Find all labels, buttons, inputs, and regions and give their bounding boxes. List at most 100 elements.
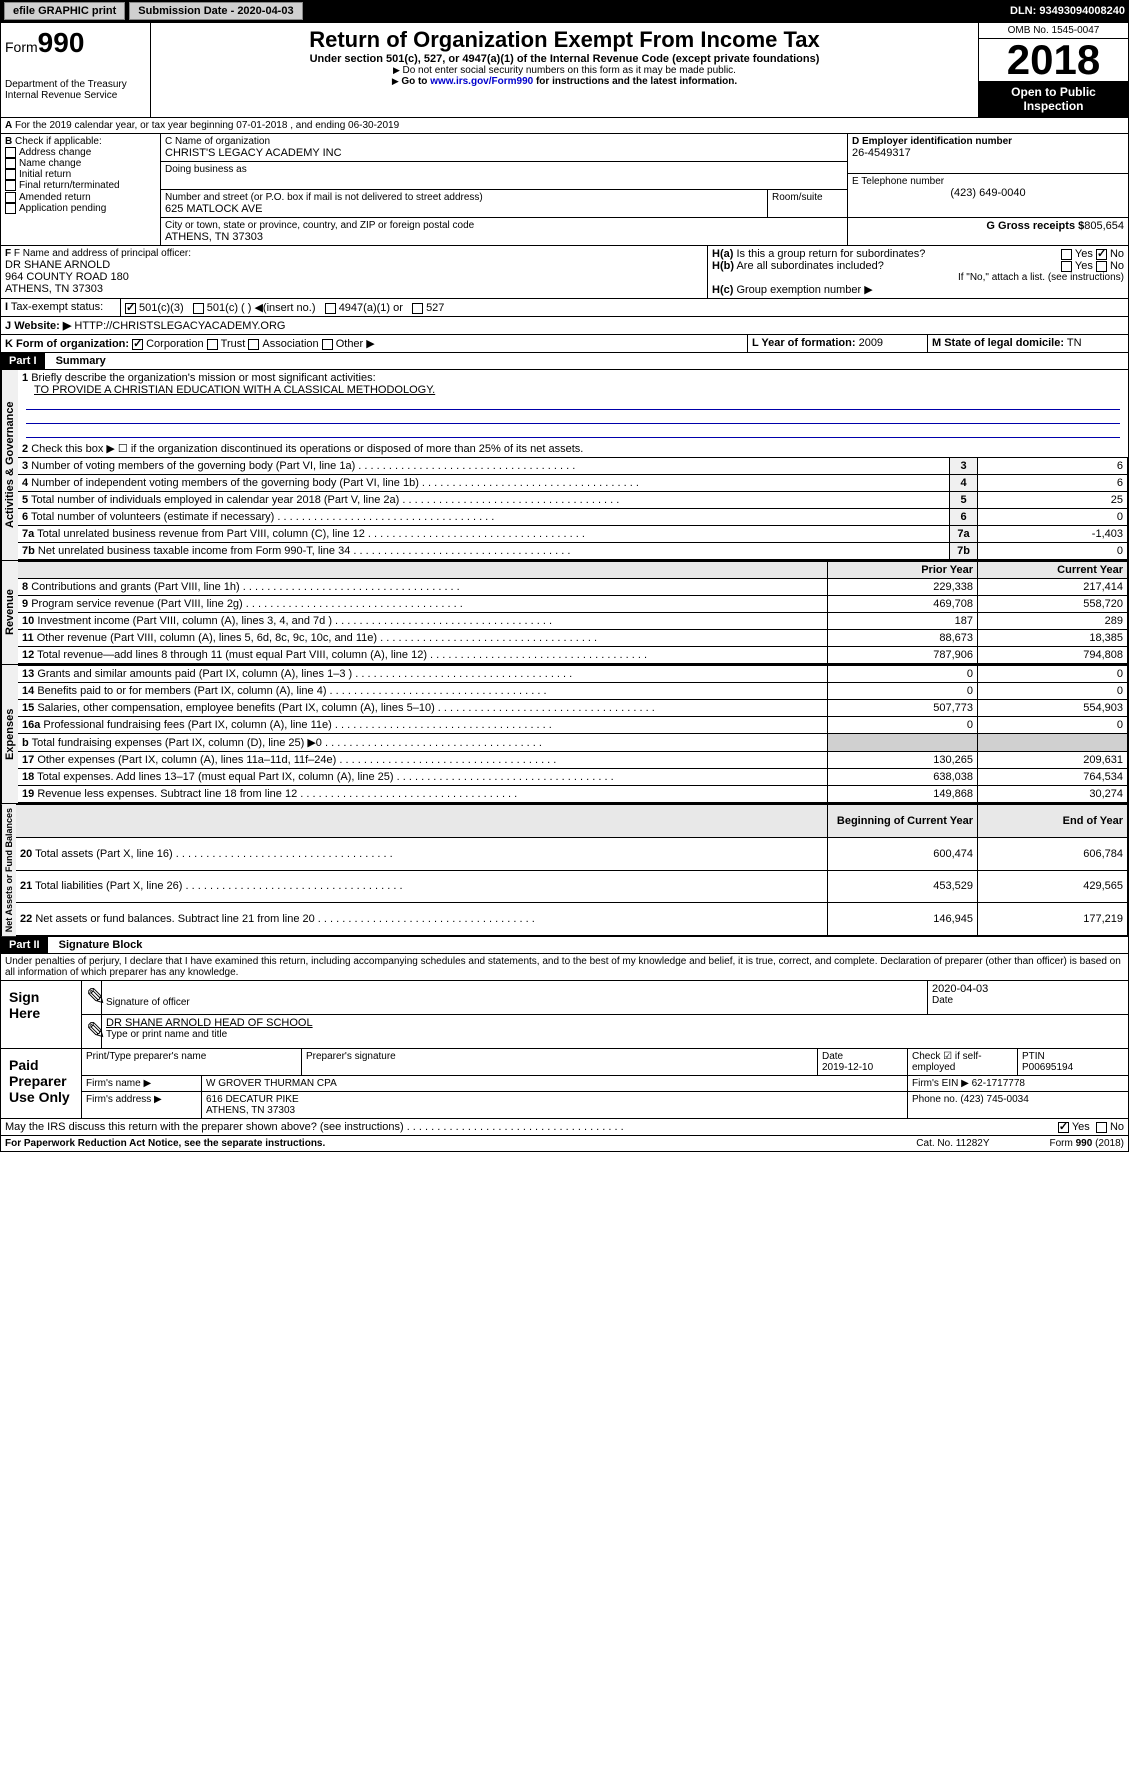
part1-body: Activities & Governance 1 Briefly descri… <box>0 370 1129 561</box>
sig-date: 2020-04-03 <box>932 983 1124 995</box>
box-j-label: Website: ▶ <box>14 320 71 332</box>
cat-no: Cat. No. 11282Y <box>916 1138 989 1149</box>
boxb-checkbox[interactable] <box>5 192 16 203</box>
part2-header: Part II Signature Block <box>0 937 1129 954</box>
part1-title: Summary <box>48 355 106 367</box>
firm-name: W GROVER THURMAN CPA <box>202 1076 908 1091</box>
boxb-checkbox[interactable] <box>5 203 16 214</box>
part1-rev: Revenue Prior YearCurrent Year8 Contribu… <box>0 561 1129 665</box>
hb-text: Are all subordinates included? <box>736 260 883 272</box>
org-address: 625 MATLOCK AVE <box>165 203 763 215</box>
paid-preparer-block: Paid Preparer Use Only Print/Type prepar… <box>0 1049 1129 1119</box>
paid-preparer-label: Paid Preparer Use Only <box>1 1049 81 1118</box>
box-d-label: D Employer identification number <box>852 136 1012 147</box>
box-i-label: Tax-exempt status: <box>11 301 103 313</box>
exp-table: 13 Grants and similar amounts paid (Part… <box>18 665 1128 803</box>
form-header: Form990 Department of the Treasury Inter… <box>0 22 1129 118</box>
officer-addr1: 964 COUNTY ROAD 180 <box>5 271 703 283</box>
trust-checkbox[interactable] <box>207 339 218 350</box>
period-row: A For the 2019 calendar year, or tax yea… <box>0 118 1129 134</box>
corp-checkbox[interactable] <box>132 339 143 350</box>
boxb-checkbox[interactable] <box>5 158 16 169</box>
submission-date-button[interactable]: Submission Date - 2020-04-03 <box>129 2 302 20</box>
firm-phone-label: Phone no. <box>912 1094 958 1105</box>
form-number: Form990 <box>5 27 146 59</box>
net-table: Beginning of Current YearEnd of Year20 T… <box>16 804 1128 936</box>
501c-checkbox[interactable] <box>193 303 204 314</box>
section-bcdefg: B Check if applicable: Address changeNam… <box>0 134 1129 246</box>
addr-label: Number and street (or P.O. box if mail i… <box>165 192 763 203</box>
form-ref: Form 990 (2018) <box>1050 1138 1125 1149</box>
prep-name-label: Print/Type preparer's name <box>82 1049 302 1075</box>
footer: For Paperwork Reduction Act Notice, see … <box>0 1136 1129 1152</box>
org-name: CHRIST'S LEGACY ACADEMY INC <box>165 147 843 159</box>
discuss-text: May the IRS discuss this return with the… <box>5 1121 404 1133</box>
prep-date: 2019-12-10 <box>822 1062 873 1073</box>
irs-link[interactable]: www.irs.gov/Form990 <box>430 76 533 87</box>
527-checkbox[interactable] <box>412 303 423 314</box>
city-label: City or town, state or province, country… <box>165 220 843 231</box>
hb-no-checkbox[interactable] <box>1096 261 1107 272</box>
org-city: ATHENS, TN 37303 <box>165 231 843 243</box>
boxb-checkbox[interactable] <box>5 180 16 191</box>
firm-phone: (423) 745-0034 <box>960 1094 1028 1105</box>
section-klm: K Form of organization: Corporation Trus… <box>0 335 1129 353</box>
goto-note: Go to www.irs.gov/Form990 for instructio… <box>155 76 974 87</box>
hb-yes-checkbox[interactable] <box>1061 261 1072 272</box>
firm-city: ATHENS, TN 37303 <box>206 1105 295 1116</box>
irs-text: Internal Revenue Service <box>5 90 146 101</box>
sign-here-label: Sign Here <box>1 981 81 1048</box>
website-value: HTTP://CHRISTSLEGACYACADEMY.ORG <box>74 320 285 332</box>
sign-here-block: Sign Here ✎ Signature of officer 2020-04… <box>0 981 1129 1049</box>
mission-text: TO PROVIDE A CHRISTIAN EDUCATION WITH A … <box>22 384 435 396</box>
ptin-value: P00695194 <box>1022 1062 1073 1073</box>
top-bar: efile GRAPHIC print Submission Date - 20… <box>0 0 1129 22</box>
discuss-yes-checkbox[interactable] <box>1058 1122 1069 1133</box>
efile-print-button[interactable]: efile GRAPHIC print <box>4 2 125 20</box>
firm-addr: 616 DECATUR PIKE <box>206 1094 299 1105</box>
assoc-checkbox[interactable] <box>248 339 259 350</box>
prep-sig-label: Preparer's signature <box>302 1049 818 1075</box>
firm-ein: 62-1717778 <box>972 1078 1025 1089</box>
discuss-no-checkbox[interactable] <box>1096 1122 1107 1133</box>
box-b-label: Check if applicable: <box>15 136 102 147</box>
rev-table: Prior YearCurrent Year8 Contributions an… <box>18 561 1128 664</box>
pen-icon: ✎ <box>82 981 102 1014</box>
form-subtitle: Under section 501(c), 527, or 4947(a)(1)… <box>155 53 974 65</box>
4947-checkbox[interactable] <box>325 303 336 314</box>
hb-label: H(b) <box>712 260 734 272</box>
box-f-label: F Name and address of principal officer: <box>14 248 191 259</box>
part1-exp: Expenses 13 Grants and similar amounts p… <box>0 665 1129 804</box>
pen-icon: ✎ <box>82 1015 102 1048</box>
state-domicile: TN <box>1067 337 1082 349</box>
gov-label: Activities & Governance <box>1 370 18 560</box>
firm-name-label: Firm's name ▶ <box>82 1076 202 1091</box>
pra-notice: For Paperwork Reduction Act Notice, see … <box>5 1138 325 1149</box>
phone-value: (423) 649-0040 <box>852 187 1124 199</box>
sig-officer-label: Signature of officer <box>106 997 923 1008</box>
tax-year: 2018 <box>979 39 1128 81</box>
mission-label: Briefly describe the organization's miss… <box>31 372 375 384</box>
ptin-label: PTIN <box>1022 1051 1045 1062</box>
501c3-checkbox[interactable] <box>125 303 136 314</box>
rev-label: Revenue <box>1 561 18 664</box>
box-g-label: G Gross receipts $ <box>986 220 1084 232</box>
gross-receipts: 805,654 <box>1084 220 1124 232</box>
firm-addr-label: Firm's address ▶ <box>82 1092 202 1118</box>
part1-net: Net Assets or Fund Balances Beginning of… <box>0 804 1129 937</box>
part2-title: Signature Block <box>51 939 143 951</box>
part1-bar: Part I <box>1 353 45 369</box>
exp-label: Expenses <box>1 665 18 803</box>
boxb-checkbox[interactable] <box>5 169 16 180</box>
boxb-checkbox[interactable] <box>5 147 16 158</box>
ha-no-checkbox[interactable] <box>1096 249 1107 260</box>
part1-header: Part I Summary <box>0 353 1129 370</box>
section-j: J Website: ▶ HTTP://CHRISTSLEGACYACADEMY… <box>0 317 1129 335</box>
officer-type-label: Type or print name and title <box>106 1029 1124 1040</box>
hc-text: Group exemption number ▶ <box>736 284 872 296</box>
ha-yes-checkbox[interactable] <box>1061 249 1072 260</box>
box-l-label: L Year of formation: <box>752 337 856 349</box>
other-checkbox[interactable] <box>322 339 333 350</box>
part2-bar: Part II <box>1 937 48 953</box>
box-e-label: E Telephone number <box>852 176 1124 187</box>
